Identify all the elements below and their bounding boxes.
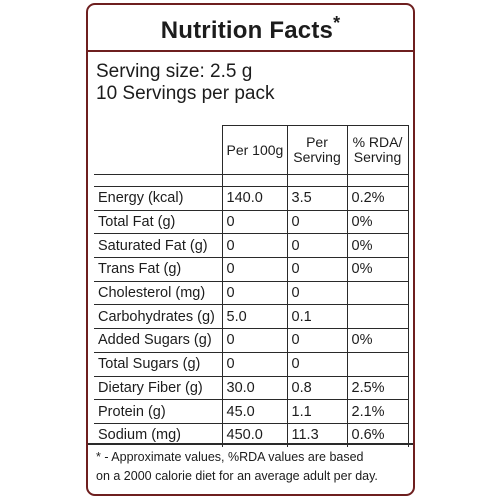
- value-per-100g: 0: [221, 328, 288, 353]
- value-per-100g: 0: [221, 280, 288, 306]
- value-rda: [346, 351, 409, 377]
- table-row: Protein (g) 45.0 1.1 2.1%: [94, 399, 409, 424]
- table-row: Carbohydrates (g) 5.0 0.1: [94, 304, 409, 330]
- servings-per-pack: 10 Servings per pack: [96, 83, 275, 104]
- value-rda: 2.5%: [346, 375, 409, 401]
- nutrient-name: Carbohydrates (g): [94, 304, 223, 330]
- value-per-100g: 0: [221, 351, 288, 377]
- table-row: Trans Fat (g) 0 0 0%: [94, 257, 409, 282]
- title-asterisk: *: [333, 13, 341, 33]
- value-per-100g: 45.0: [221, 399, 288, 424]
- table-row: Total Sugars (g) 0 0: [94, 351, 409, 377]
- header-blank-cell: [94, 125, 223, 175]
- value-rda: 0.2%: [346, 186, 409, 211]
- nutrient-name: Cholesterol (mg): [94, 280, 223, 306]
- value-rda: 0%: [346, 328, 409, 353]
- nutrient-name: Dietary Fiber (g): [94, 375, 223, 401]
- value-per-100g: 0: [221, 257, 288, 282]
- value-rda: 0%: [346, 233, 409, 259]
- label-title: Nutrition Facts*: [88, 13, 413, 45]
- title-text: Nutrition Facts: [160, 17, 334, 44]
- nutrient-name: Trans Fat (g): [94, 257, 223, 282]
- nutrient-name: Energy (kcal): [94, 186, 223, 211]
- table-spacer-row: [94, 174, 409, 187]
- serving-size: Serving size: 2.5 g: [96, 61, 253, 82]
- value-per-serving: 0: [286, 209, 348, 235]
- header-per-100g: Per 100g: [221, 125, 288, 175]
- footnote-line-2: on a 2000 calorie diet for an average ad…: [96, 469, 378, 483]
- value-per-serving: 0: [286, 257, 348, 282]
- value-rda: [346, 280, 409, 306]
- value-per-serving: 0: [286, 351, 348, 377]
- value-rda: 0%: [346, 209, 409, 235]
- header-per-serving: Per Serving: [286, 125, 348, 175]
- title-divider: [88, 50, 413, 52]
- nutrient-name: Protein (g): [94, 399, 223, 424]
- value-per-100g: 0: [221, 233, 288, 259]
- nutrient-name: Total Fat (g): [94, 209, 223, 235]
- nutrition-table: Per 100g Per Serving % RDA/ Serving Ener…: [94, 125, 409, 448]
- value-per-serving: 0: [286, 328, 348, 353]
- nutrition-facts-label: Nutrition Facts* Serving size: 2.5 g 10 …: [86, 3, 415, 496]
- nutrient-name: Total Sugars (g): [94, 351, 223, 377]
- value-rda: [346, 304, 409, 330]
- table-row: Total Fat (g) 0 0 0%: [94, 209, 409, 235]
- value-per-100g: 140.0: [221, 186, 288, 211]
- value-per-100g: 30.0: [221, 375, 288, 401]
- value-per-100g: 0: [221, 209, 288, 235]
- table-row: Added Sugars (g) 0 0 0%: [94, 328, 409, 353]
- table-row: Cholesterol (mg) 0 0: [94, 280, 409, 306]
- value-per-100g: 5.0: [221, 304, 288, 330]
- value-rda: 2.1%: [346, 399, 409, 424]
- value-per-serving: 3.5: [286, 186, 348, 211]
- value-per-serving: 1.1: [286, 399, 348, 424]
- value-per-serving: 0.8: [286, 375, 348, 401]
- table-row: Saturated Fat (g) 0 0 0%: [94, 233, 409, 259]
- nutrient-rows: Energy (kcal) 140.0 3.5 0.2% Total Fat (g) 0 0…: [94, 186, 409, 448]
- value-per-serving: 0: [286, 280, 348, 306]
- footnote: * - Approximate values, %RDA values are …: [96, 448, 410, 486]
- nutrient-name: Added Sugars (g): [94, 328, 223, 353]
- value-per-serving: 0: [286, 233, 348, 259]
- table-row: Energy (kcal) 140.0 3.5 0.2%: [94, 186, 409, 211]
- table-header-row: Per 100g Per Serving % RDA/ Serving: [94, 125, 409, 175]
- footnote-line-1: * - Approximate values, %RDA values are …: [96, 450, 364, 464]
- value-per-serving: 0.1: [286, 304, 348, 330]
- header-rda: % RDA/ Serving: [346, 125, 409, 175]
- footnote-divider: [88, 443, 413, 445]
- table-row: Dietary Fiber (g) 30.0 0.8 2.5%: [94, 375, 409, 401]
- nutrient-name: Saturated Fat (g): [94, 233, 223, 259]
- value-rda: 0%: [346, 257, 409, 282]
